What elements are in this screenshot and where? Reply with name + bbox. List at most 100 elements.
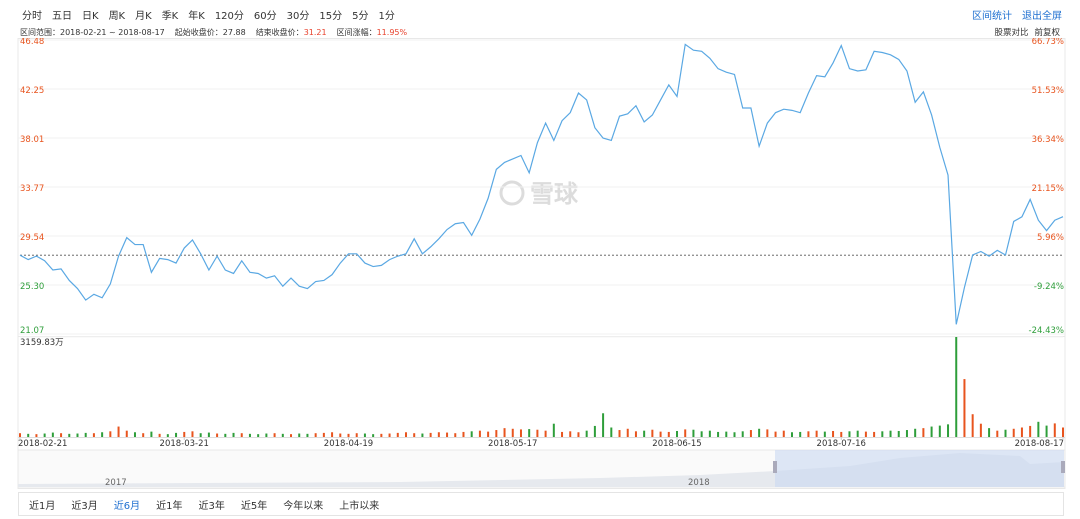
volume-bar (963, 379, 966, 437)
range-tab[interactable]: 近1年 (156, 500, 183, 512)
volume-bar (947, 424, 950, 437)
start-close: 27.88 (222, 27, 246, 37)
period-tab[interactable]: 15分 (319, 10, 343, 22)
volume-bar (864, 431, 867, 437)
volume-bar (528, 429, 531, 437)
volume-bar (51, 432, 54, 437)
range-tab[interactable]: 近5年 (240, 500, 268, 512)
frame (17, 38, 1066, 489)
range-tab[interactable]: 上市以来 (339, 500, 380, 512)
action-link[interactable]: 退出全屏 (1022, 10, 1062, 22)
period-tab[interactable]: 1分 (378, 10, 395, 22)
range-tab[interactable]: 近6月 (113, 500, 141, 512)
volume-bar (462, 431, 465, 437)
volume-bar (881, 431, 884, 437)
watermark-logo (499, 180, 525, 206)
period-toolbar: 分时 五日 日K 周K 月K 季K 年K 120分 60分 30分 15分 5分 1分 (0, 4, 1080, 24)
volume-bar (577, 432, 580, 437)
volume-bar (905, 430, 908, 437)
period-tab[interactable]: 月K (135, 10, 152, 22)
period-tab[interactable]: 季K (161, 10, 179, 22)
volume-bar (437, 432, 440, 437)
volume-bar (930, 426, 933, 437)
volume-bar (979, 423, 982, 437)
period-tab[interactable]: 5分 (352, 10, 369, 22)
volume-bar (651, 429, 654, 437)
action-link[interactable]: 区间统计 (972, 10, 1012, 22)
end-close: 31.21 (303, 27, 327, 37)
volume-bar (158, 433, 161, 437)
y-tick-label: 25.30 (20, 282, 44, 292)
tool-link[interactable]: 前复权 (1034, 28, 1060, 38)
volume-bar (585, 430, 588, 437)
period-tab[interactable]: 30分 (286, 10, 310, 22)
period-tab[interactable]: 日K (82, 10, 99, 22)
volume-bar (1045, 425, 1048, 437)
x-tick-label: 2018-05-17 (488, 439, 537, 449)
range-tab[interactable]: 今年以来 (283, 500, 324, 512)
navigator-selection[interactable] (775, 450, 1064, 487)
volume-bar (265, 433, 268, 437)
volume-bar (618, 430, 621, 437)
period-tab[interactable]: 分时 (22, 10, 42, 22)
tool-link[interactable]: 股票对比 (994, 28, 1029, 38)
volume-bar (552, 423, 555, 437)
y2-tick-label: 21.15% (1032, 184, 1064, 194)
x-tick-label: 2018-02-21 (18, 439, 67, 449)
volume-bar (355, 433, 358, 437)
y2-tick-label: -24.43% (1029, 326, 1064, 336)
navigator-label: 2017 (105, 478, 127, 488)
x-tick-label: 2018-03-21 (160, 439, 209, 449)
period-tab[interactable]: 60分 (253, 10, 277, 22)
range-tab[interactable]: 近3月 (71, 500, 98, 512)
volume-bar (257, 434, 260, 437)
period-tab[interactable]: 年K (188, 10, 205, 22)
volume-bar (404, 432, 407, 437)
watermark-text: 雪球 (530, 180, 579, 208)
range-tab[interactable]: 近3年 (198, 500, 225, 512)
range-label: 区间范围： (20, 27, 60, 37)
volume-bar (741, 431, 744, 437)
volume-bar (717, 431, 720, 437)
volume-bar (429, 432, 432, 437)
volume-bar (593, 425, 596, 437)
y2-tick-label: 5.96% (1037, 233, 1064, 243)
volume-bar (347, 433, 350, 437)
period-tab[interactable]: 五日 (52, 10, 72, 22)
range-tabs: 近1月 近3月 近6月 近1年 近3年 近5年 今年以来 上市以来 (18, 492, 1064, 516)
navigator-handle[interactable] (1061, 461, 1065, 473)
y2-tick-label: 51.53% (1032, 86, 1064, 96)
volume-bar (848, 431, 851, 437)
start-label: 起始收盘价： (174, 27, 223, 37)
volume-bar (733, 432, 736, 437)
y-tick-label: 42.25 (20, 86, 44, 96)
volume-bar (314, 433, 317, 437)
navigator-handle[interactable] (773, 461, 777, 473)
volume-bar (372, 434, 375, 437)
volume-bar (76, 433, 79, 437)
range-tab[interactable]: 近1月 (29, 500, 56, 512)
price-line (19, 43, 1064, 325)
volume-bar (306, 433, 309, 437)
volume-bar (84, 432, 87, 437)
volume-bar (889, 430, 892, 437)
volume-bar (799, 431, 802, 437)
change-label: 区间涨幅： (336, 27, 377, 37)
volume-bar (766, 429, 769, 437)
volume-bar (117, 426, 120, 437)
volume-bar (454, 433, 457, 437)
volume-bar (92, 433, 95, 437)
volume-bar (708, 430, 711, 437)
volume-bar (692, 429, 695, 437)
period-tab[interactable]: 周K (108, 10, 126, 22)
period-tab[interactable]: 120分 (214, 10, 244, 22)
volume-bar (322, 432, 325, 437)
volume-bar (758, 428, 761, 437)
volume-bar (700, 431, 703, 437)
volume-bar (832, 430, 835, 437)
action-links: 区间统计 退出全屏 (962, 4, 1062, 24)
volume-bar (873, 431, 876, 437)
volume-bar (914, 428, 917, 437)
volume-bar (495, 430, 498, 437)
